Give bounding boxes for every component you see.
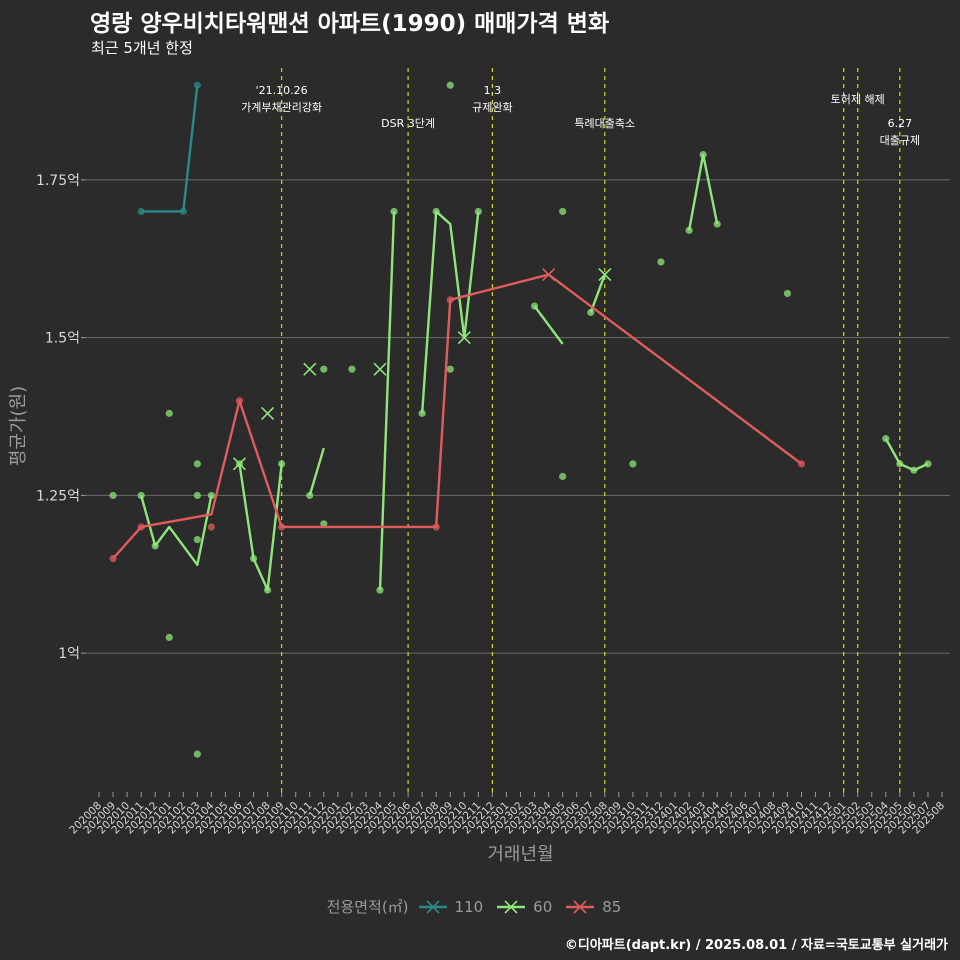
credit-text: ©디아파트(dapt.kr) / 2025.08.01 / 자료=국토교통부 실… (564, 938, 948, 953)
series-line-60 (238, 463, 283, 592)
cross-marker-60 (261, 406, 275, 420)
data-point-60 (320, 365, 328, 373)
data-point-60 (559, 207, 567, 216)
legend-label-110: 110 (454, 897, 484, 916)
event-label: 특례대출축소 (574, 117, 635, 130)
y-tick-label: 1.25억 (36, 488, 80, 504)
legend-key-60-icon (497, 899, 526, 914)
event-label: 대출규제 (880, 134, 920, 147)
legend-title: 전용면적(㎡) (326, 898, 409, 916)
series-line-60 (378, 211, 396, 591)
data-point-85 (109, 554, 117, 563)
data-point-60 (559, 472, 567, 481)
data-point-85 (278, 523, 286, 531)
data-point-60 (264, 586, 272, 594)
event-label: 토허제 해제 (831, 92, 885, 106)
data-point-60 (348, 365, 356, 373)
data-point-60 (924, 460, 932, 468)
data-point-60 (278, 460, 286, 468)
data-point-60 (685, 226, 693, 234)
legend-item-60: 60 (495, 897, 552, 917)
event-label: 가계부채관리강화 (241, 101, 322, 114)
legend-key-110-icon (418, 899, 447, 914)
data-point-60 (109, 491, 117, 500)
data-point-60 (137, 491, 145, 500)
data-point-60 (193, 750, 201, 758)
y-tick-label: 1.5억 (45, 331, 80, 347)
cross-marker-60 (598, 267, 612, 282)
data-point-60 (657, 258, 665, 266)
data-point-60 (432, 207, 440, 216)
cross-marker-60 (373, 362, 387, 376)
legend-item-85: 85 (564, 897, 621, 917)
data-point-85 (207, 523, 215, 531)
cross-marker-85 (542, 267, 556, 282)
event-label: '21.10.26 (256, 84, 308, 97)
data-point-60 (699, 151, 707, 159)
legend: 전용면적(㎡) 110 60 85 (0, 896, 960, 917)
data-point-110 (137, 207, 145, 216)
data-point-60 (165, 409, 173, 417)
data-point-60 (193, 491, 201, 500)
data-point-60 (910, 466, 918, 474)
data-point-60 (713, 220, 721, 228)
data-point-60 (207, 491, 215, 500)
data-point-85 (235, 397, 244, 405)
data-point-60 (165, 633, 173, 641)
series-line-60 (687, 153, 719, 231)
event-label: 규제완화 (472, 101, 512, 114)
data-point-60 (418, 409, 426, 417)
data-point-85 (137, 523, 145, 531)
event-label: 1.3 (484, 84, 502, 97)
series-line-85 (112, 273, 803, 560)
series-line-60 (139, 495, 213, 567)
data-point-60 (320, 520, 328, 528)
data-point-110 (179, 207, 187, 216)
cross-marker-60 (303, 362, 317, 376)
data-point-60 (151, 542, 159, 550)
series-line-60 (308, 447, 325, 496)
data-point-60 (446, 365, 454, 373)
y-axis-title: 평균가(원) (8, 386, 29, 466)
data-point-60 (629, 460, 637, 468)
chart-subtitle: 최근 5개년 한정 (91, 39, 193, 57)
legend-item-110: 110 (417, 897, 484, 917)
cross-marker-60 (457, 331, 471, 345)
series-line-60 (533, 305, 564, 345)
data-point-60 (193, 460, 201, 468)
legend-label-85: 85 (602, 897, 622, 916)
data-point-60 (390, 207, 398, 216)
data-point-60 (474, 207, 482, 216)
event-label: DSR 3단계 (381, 117, 435, 130)
data-point-60 (306, 491, 314, 500)
chart-title: 영랑 양우비치타워맨션 아파트(1990) 매매가격 변화 (90, 11, 610, 37)
legend-key-85-icon (566, 899, 595, 914)
y-tick-label: 1억 (58, 646, 80, 662)
y-tick-label: 1.75억 (36, 173, 80, 189)
series-line-60 (589, 274, 606, 313)
data-point-60 (249, 554, 258, 563)
data-point-85 (446, 296, 454, 304)
event-label: 6.27 (888, 117, 913, 130)
series-line-60 (884, 438, 929, 472)
data-point-85 (797, 460, 806, 468)
x-axis-title: 거래년월 (487, 844, 553, 865)
data-point-85 (432, 523, 440, 531)
cross-marker-60 (232, 457, 247, 471)
data-point-60 (193, 535, 201, 544)
data-point-60 (530, 302, 539, 310)
data-point-60 (446, 81, 454, 89)
legend-label-60: 60 (533, 897, 553, 916)
data-point-60 (587, 308, 595, 317)
data-point-60 (376, 586, 384, 594)
series-line-110 (141, 85, 199, 213)
data-point-60 (882, 435, 890, 443)
data-point-110 (193, 81, 201, 89)
data-point-60 (896, 460, 904, 468)
data-point-60 (783, 289, 792, 298)
